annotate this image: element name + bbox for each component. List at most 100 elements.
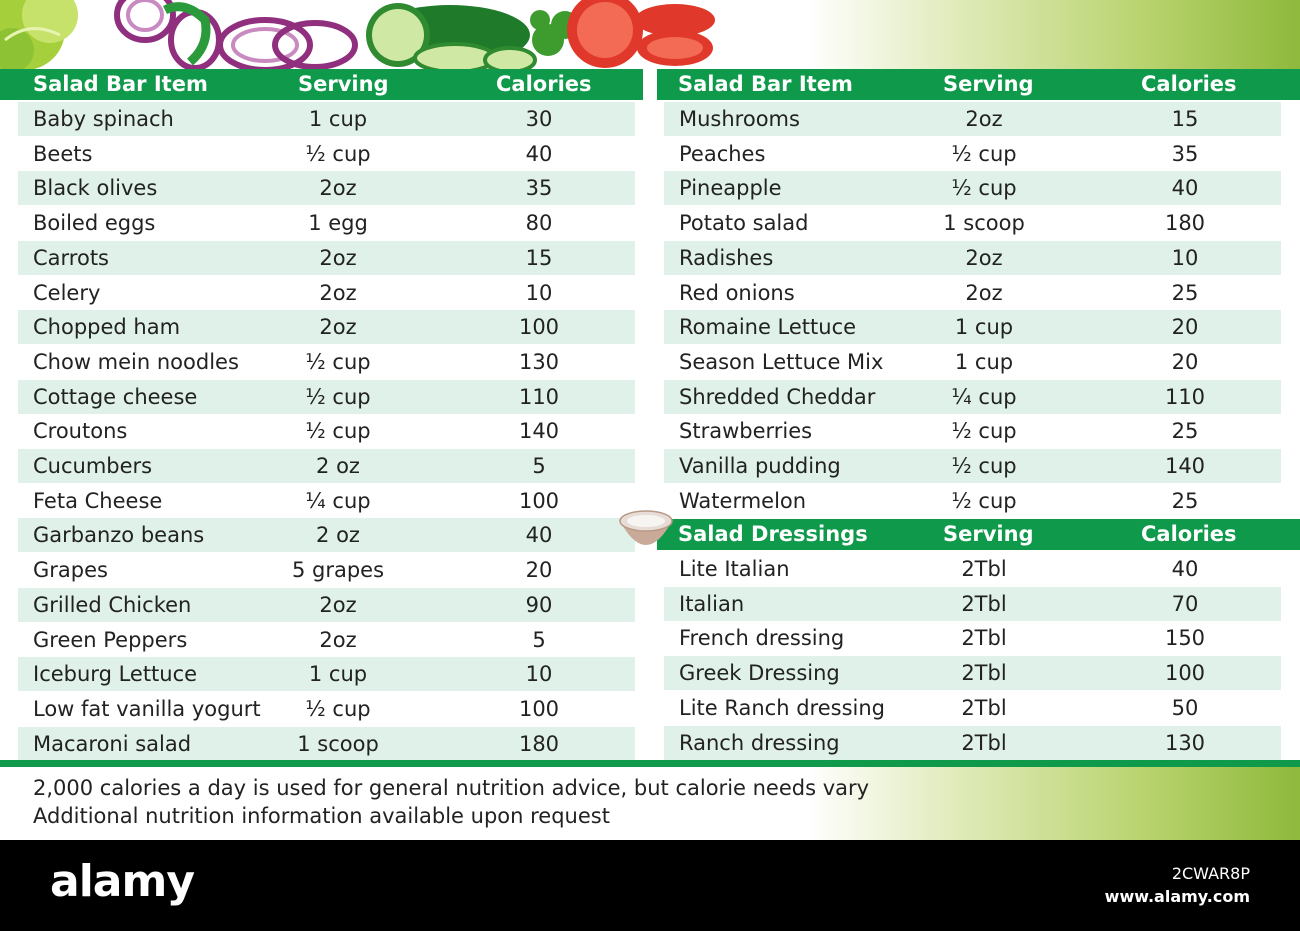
item-calories: 180 — [1164, 211, 1206, 236]
item-name: Carrots — [33, 245, 109, 270]
footer-note-2: Additional nutrition information availab… — [33, 804, 610, 828]
item-name: Italian — [679, 591, 745, 616]
dressings-header-calories: Calories — [1141, 522, 1237, 546]
item-serving: ½ cup — [951, 488, 1017, 513]
item-calories: 40 — [525, 141, 553, 166]
item-calories: 20 — [1171, 315, 1199, 340]
table-row: Radishes 2oz 10 — [664, 240, 1281, 275]
item-serving: ½ cup — [305, 384, 371, 409]
item-name: Boiled eggs — [33, 211, 156, 236]
table-row: Croutons ½ cup 140 — [18, 414, 635, 448]
item-calories: 50 — [1171, 695, 1199, 720]
item-calories: 15 — [525, 245, 553, 270]
item-calories: 150 — [1164, 626, 1206, 651]
item-serving: 1 scoop — [943, 211, 1025, 236]
table-row: Watermelon ½ cup 25 — [664, 484, 1281, 518]
item-name: Beets — [33, 141, 93, 166]
header-item: Salad Bar Item — [33, 72, 208, 96]
item-serving: 2oz — [319, 315, 357, 340]
item-serving: 1 cup — [954, 315, 1014, 340]
green-pepper-icon — [162, 2, 211, 66]
item-calories: 10 — [1171, 245, 1199, 270]
item-serving: ½ cup — [951, 454, 1017, 478]
footer-note-1: 2,000 calories a day is used for general… — [33, 776, 870, 800]
table-row: Greek Dressing 2Tbl 100 — [664, 656, 1281, 691]
item-name: Ranch dressing — [679, 730, 840, 755]
item-name: Feta Cheese — [33, 488, 163, 513]
item-name: Red onions — [679, 280, 795, 305]
item-serving: ½ cup — [951, 176, 1017, 201]
item-calories: 140 — [1164, 454, 1206, 478]
item-name: Shredded Cheddar — [679, 384, 876, 409]
item-serving: 2oz — [319, 280, 357, 305]
item-name: Low fat vanilla yogurt — [33, 696, 261, 721]
table-row: Chow mein noodles ½ cup 130 — [18, 345, 635, 379]
item-name: Peaches — [679, 141, 766, 166]
table-row: Vanilla pudding ½ cup 140 — [664, 449, 1281, 483]
item-name: Grapes — [33, 558, 108, 583]
item-name: French dressing — [679, 626, 845, 651]
item-serving: 1 egg — [308, 211, 368, 236]
table-row: Lite Italian 2Tbl 40 — [664, 552, 1281, 586]
header-serving: Serving — [298, 72, 389, 96]
item-name: Lite Ranch dressing — [679, 695, 885, 720]
header-serving: Serving — [943, 72, 1034, 96]
table-row: Peaches ½ cup 35 — [664, 137, 1281, 171]
header-calories: Calories — [1141, 72, 1237, 96]
item-name: Chow mein noodles — [33, 349, 239, 374]
table-row: Italian 2Tbl 70 — [664, 586, 1281, 621]
item-calories: 140 — [518, 419, 560, 444]
table-row: Mushrooms 2oz 15 — [664, 102, 1281, 136]
image-id: 2CWAR8P — [1171, 864, 1250, 883]
header-calories: Calories — [496, 72, 592, 96]
item-name: Baby spinach — [33, 107, 174, 131]
table-row: Red onions 2oz 25 — [664, 276, 1281, 310]
site-url: www.alamy.com — [1104, 887, 1250, 906]
item-name: Mushrooms — [679, 107, 800, 131]
item-serving: 2Tbl — [961, 591, 1007, 616]
dressings-header-serving: Serving — [943, 522, 1034, 546]
table-row: Green Peppers 2oz 5 — [18, 623, 635, 657]
item-serving: 2 oz — [316, 454, 360, 478]
item-serving: ½ cup — [951, 419, 1017, 444]
item-calories: 25 — [1171, 280, 1199, 305]
item-calories: 10 — [525, 280, 553, 305]
item-serving: ¼ cup — [305, 488, 371, 513]
cucumber-icon — [366, 3, 537, 70]
footer-divider — [0, 760, 1300, 767]
table-row: Boiled eggs 1 egg 80 — [18, 206, 635, 240]
item-name: Watermelon — [679, 488, 807, 513]
item-serving: 2Tbl — [961, 730, 1007, 755]
item-name: Chopped ham — [33, 315, 181, 340]
item-name: Grilled Chicken — [33, 592, 192, 617]
item-serving: 2oz — [319, 592, 357, 617]
tomato-icon — [567, 0, 715, 68]
item-calories: 40 — [1171, 557, 1199, 581]
item-calories: 100 — [518, 315, 560, 340]
item-calories: 100 — [518, 488, 560, 513]
item-calories: 130 — [1164, 730, 1206, 755]
item-serving: ½ cup — [305, 141, 371, 166]
red-onion-icon — [114, 0, 358, 70]
item-serving: 2Tbl — [961, 626, 1007, 651]
table-row: Macaroni salad 1 scoop 180 — [18, 726, 635, 761]
item-calories: 30 — [525, 107, 553, 131]
item-name: Garbanzo beans — [33, 523, 205, 548]
table-row: Iceburg Lettuce 1 cup 10 — [18, 657, 635, 692]
item-calories: 90 — [525, 592, 553, 617]
table-row: Beets ½ cup 40 — [18, 137, 635, 171]
item-name: Green Peppers — [33, 627, 188, 652]
item-name: Iceburg Lettuce — [33, 662, 198, 687]
table-row: Grapes 5 grapes 20 — [18, 553, 635, 587]
table-row: Potato salad 1 scoop 180 — [664, 206, 1281, 240]
item-name: Cucumbers — [33, 454, 153, 478]
item-serving: ½ cup — [305, 349, 371, 374]
item-serving: 2 oz — [316, 523, 360, 548]
item-calories: 180 — [518, 731, 560, 756]
item-calories: 35 — [525, 176, 553, 201]
table-row: Lite Ranch dressing 2Tbl 50 — [664, 691, 1281, 725]
table-row: Low fat vanilla yogurt ½ cup 100 — [18, 692, 635, 726]
table-row: Feta Cheese ¼ cup 100 — [18, 484, 635, 518]
item-name: Radishes — [679, 245, 774, 270]
item-name: Greek Dressing — [679, 661, 840, 686]
